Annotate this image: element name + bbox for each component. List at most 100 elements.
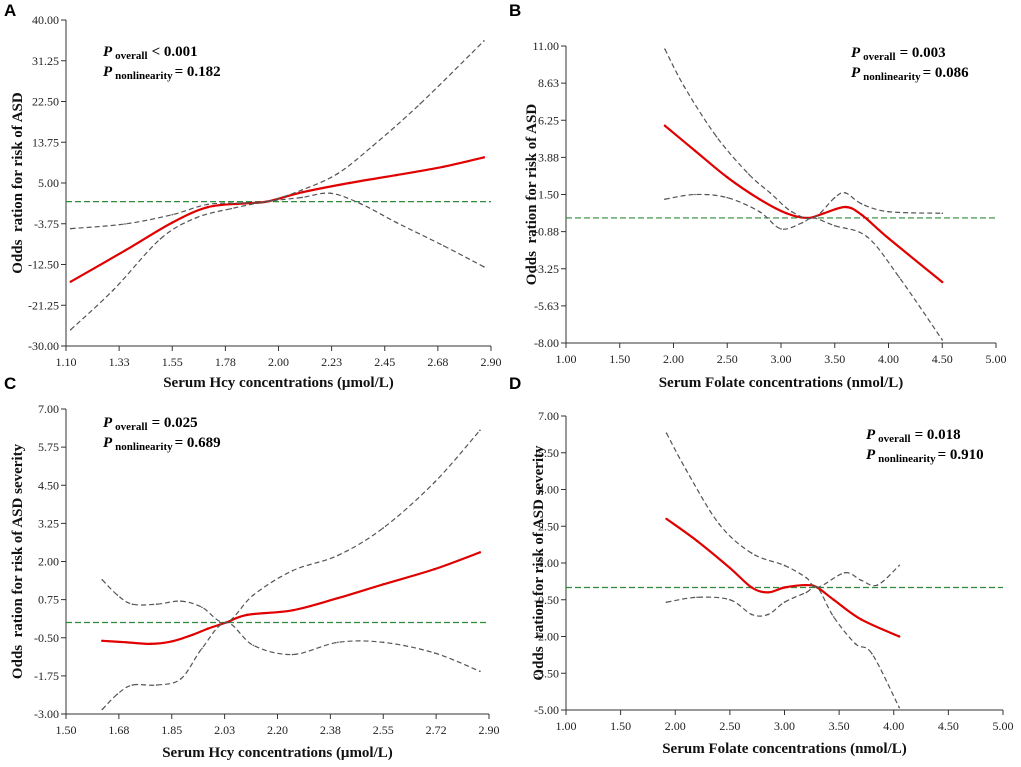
panel-c: C -3.00 -1.75 -0.50 0.75 2.00 3.25 4.50 5.75 7.00…	[4, 374, 500, 761]
ci-point	[758, 210, 761, 213]
y-tick-label: 7.00	[538, 409, 559, 423]
y-tick-label: -3.25	[534, 262, 559, 276]
y-tick-label: -5.00	[534, 703, 559, 717]
x-tick-label: 5.00	[986, 352, 1007, 366]
upper-ci-line	[101, 429, 481, 624]
ci-point	[116, 594, 119, 596]
y-tick-label: 31.25	[32, 54, 59, 68]
y-tick-label: 0.75	[38, 593, 59, 607]
odds-ratio-point	[395, 173, 398, 177]
ci-point	[812, 217, 815, 219]
ci-point	[696, 596, 698, 599]
x-tick-label: 2.38	[320, 723, 341, 737]
x-tick-label: 3.50	[824, 352, 845, 366]
x-tick-label: 4.00	[878, 352, 899, 366]
ci-point	[750, 552, 753, 554]
odds-ratio-point	[382, 583, 385, 586]
panel-letter: A	[4, 1, 16, 20]
y-tick-label: 4.50	[38, 478, 59, 492]
odds-ratio-point	[728, 566, 732, 570]
odds-ratio-point	[170, 640, 173, 643]
odds-ratio-point	[348, 181, 351, 185]
ci-point	[860, 579, 862, 581]
ci-point	[252, 594, 255, 596]
odds-ratio-point	[832, 598, 835, 601]
ci-point	[201, 647, 203, 650]
ci-point	[442, 245, 445, 247]
y-tick-label: -21.25	[28, 298, 59, 312]
ci-point	[898, 706, 901, 709]
ci-point	[225, 621, 227, 624]
panel-a: A -30.00 -21.25 -12.50 -3.75 5.00 13.75 22.50 31…	[4, 1, 502, 391]
ci-point	[336, 172, 339, 175]
x-tick-label: 2.00	[268, 355, 289, 369]
ci-point	[718, 523, 720, 525]
odds-ratio-point	[149, 642, 152, 646]
x-tick-label: 1.50	[610, 719, 631, 733]
odds-ratio-point	[898, 635, 901, 638]
odds-ratio-line	[102, 551, 481, 645]
odds-ratio-point	[291, 609, 294, 612]
ci-point	[155, 684, 158, 686]
ci-point	[479, 429, 481, 432]
odds-ratio-point	[125, 641, 128, 644]
ci-point	[747, 173, 750, 175]
panel-b: B -8.00 -5.63 -3.25 -0.88 1.50 3.88 6.25 8.63 11.…	[509, 1, 1007, 391]
x-tick-label: 2.00	[665, 719, 686, 733]
ci-point	[265, 200, 268, 203]
ci-point	[329, 192, 332, 195]
y-tick-label: 4.00	[538, 483, 559, 497]
y-tick-label: 5.50	[538, 446, 559, 460]
x-tick-label: 3.00	[774, 719, 795, 733]
y-tick-label: -0.50	[534, 593, 559, 607]
ci-point	[729, 598, 731, 601]
odds-ratio-point	[887, 237, 890, 240]
ci-point	[832, 616, 835, 618]
y-tick-label: 3.25	[38, 516, 59, 530]
y-tick-label: 5.00	[38, 176, 59, 190]
odds-ratio-point	[758, 197, 761, 201]
y-tick-label: 7.00	[38, 402, 59, 416]
ci-point	[433, 481, 436, 484]
ci-point	[685, 469, 687, 471]
ci-point	[694, 193, 696, 196]
x-tick-label: 1.55	[162, 355, 183, 369]
ci-point	[750, 613, 753, 616]
odds-ratio-point	[442, 165, 445, 168]
y-tick-label: 2.50	[538, 519, 559, 533]
y-tick-label: -3.00	[34, 707, 59, 721]
odds-ratio-point	[69, 280, 72, 283]
odds-ratio-point	[695, 539, 699, 543]
x-tick-label: 4.00	[883, 719, 904, 733]
odds-ratio-point	[336, 596, 340, 600]
y-tick-label: -0.88	[534, 225, 559, 239]
odds-ratio-point	[726, 176, 729, 179]
ci-point	[337, 641, 339, 644]
x-tick-label: 1.78	[215, 355, 236, 369]
ci-point	[180, 678, 182, 680]
y-tick-label: 13.75	[32, 135, 59, 149]
x-tick-label: 1.68	[108, 723, 129, 737]
lower-ci-line	[70, 192, 485, 331]
ci-point	[790, 210, 793, 213]
x-tick-label: 4.50	[932, 352, 953, 366]
x-tick-label: 2.45	[374, 355, 395, 369]
x-axis-label: Serum Hcy concentrations (μmol/L)	[163, 375, 394, 391]
x-axis-label: Serum Hcy concentrations (μmol/L)	[162, 745, 393, 761]
x-tick-label: 2.55	[373, 723, 394, 737]
x-tick-label: 2.50	[719, 719, 740, 733]
odds-ratio-point	[433, 567, 436, 571]
ci-point	[683, 85, 686, 88]
ci-point	[131, 684, 134, 686]
ci-point	[180, 600, 182, 602]
y-tick-label: -5.63	[534, 299, 559, 313]
ci-point	[382, 641, 385, 644]
y-tick-label: -30.00	[28, 339, 59, 353]
ci-point	[780, 228, 782, 230]
ci-point	[898, 276, 901, 279]
ci-point	[291, 653, 294, 656]
